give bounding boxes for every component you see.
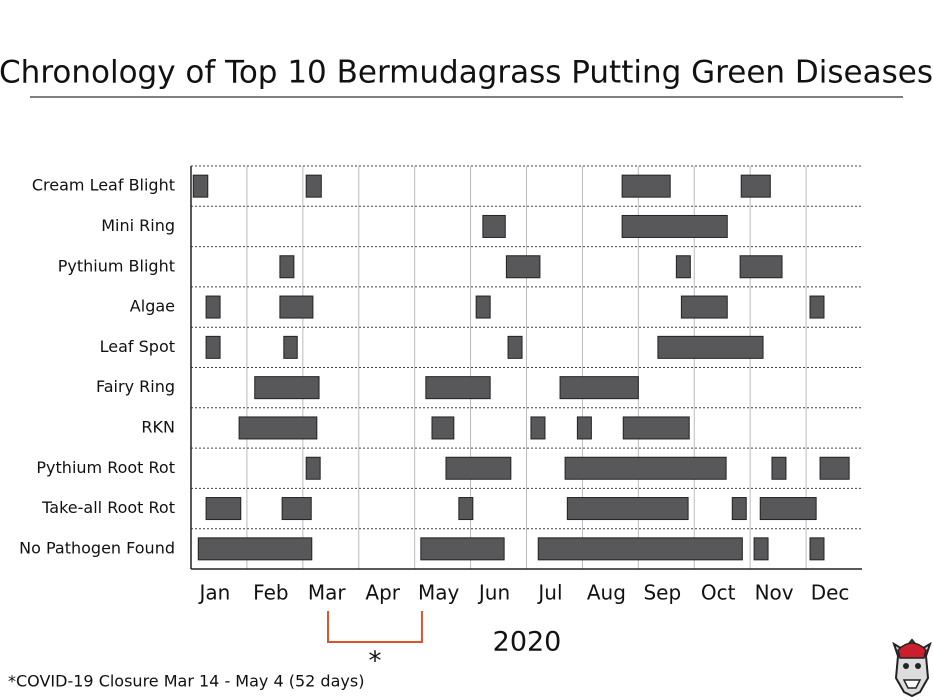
- row-label: No Pathogen Found: [19, 538, 175, 557]
- bar: [657, 335, 764, 359]
- bar: [576, 416, 592, 440]
- bar: [759, 497, 817, 521]
- row-label: Mini Ring: [101, 216, 175, 235]
- bar: [445, 456, 512, 480]
- row-label: Pythium Blight: [58, 256, 175, 275]
- bar: [621, 214, 728, 238]
- x-tick-label: Sep: [643, 581, 681, 605]
- bar: [809, 537, 825, 561]
- bar: [505, 255, 541, 279]
- x-tick-label: Nov: [755, 581, 794, 605]
- x-tick-label: Dec: [811, 581, 850, 605]
- row-label: Pythium Root Rot: [36, 458, 175, 477]
- x-axis-label: 2020: [493, 627, 562, 658]
- x-tick-label: Oct: [701, 581, 736, 605]
- x-tick-label: Jun: [477, 581, 510, 605]
- bar: [238, 416, 318, 440]
- x-tick-label: Jan: [198, 581, 231, 605]
- bar: [809, 295, 825, 319]
- x-tick-label: Jul: [536, 581, 562, 605]
- bar: [279, 255, 295, 279]
- row-label: Leaf Spot: [100, 337, 175, 356]
- x-tick-label: Apr: [365, 581, 400, 605]
- bar: [281, 497, 312, 521]
- bar: [192, 174, 209, 198]
- bar: [621, 174, 671, 198]
- x-tick-label: Feb: [253, 581, 288, 605]
- logo: [892, 638, 932, 698]
- bar: [205, 335, 221, 359]
- bar: [559, 376, 639, 400]
- bar: [622, 416, 690, 440]
- closure-bracket: [326, 611, 423, 643]
- bar: [753, 537, 769, 561]
- bar: [771, 456, 787, 480]
- bar: [420, 537, 505, 561]
- x-tick-label: Aug: [587, 581, 626, 605]
- bar: [305, 456, 321, 480]
- bar: [566, 497, 689, 521]
- bar: [739, 255, 783, 279]
- bar: [205, 497, 242, 521]
- bar: [819, 456, 850, 480]
- bar: [680, 295, 728, 319]
- bar: [475, 295, 491, 319]
- row-label: Fairy Ring: [96, 377, 175, 396]
- row-label: RKN: [141, 417, 175, 436]
- bar: [675, 255, 691, 279]
- footnote: *COVID-19 Closure Mar 14 - May 4 (52 day…: [8, 672, 364, 691]
- bar: [205, 295, 221, 319]
- bar: [431, 416, 455, 440]
- bar: [425, 376, 491, 400]
- bar: [731, 497, 747, 521]
- bar: [283, 335, 298, 359]
- bar: [564, 456, 727, 480]
- bar: [279, 295, 314, 319]
- bar: [197, 537, 313, 561]
- bar: [537, 537, 743, 561]
- row-label: Cream Leaf Blight: [32, 176, 175, 195]
- bar: [305, 174, 322, 198]
- bar: [530, 416, 546, 440]
- closure-mark: *: [368, 647, 381, 677]
- bar: [507, 335, 523, 359]
- x-tick-label: May: [418, 581, 460, 605]
- x-tick-label: Mar: [308, 581, 347, 605]
- row-label: Algae: [130, 297, 175, 316]
- bar: [254, 376, 320, 400]
- bar: [482, 214, 506, 238]
- row-label: Take-all Root Rot: [41, 498, 175, 517]
- chart-title: Chronology of Top 10 Bermudagrass Puttin…: [0, 55, 933, 91]
- bar: [458, 497, 474, 521]
- bar: [740, 174, 771, 198]
